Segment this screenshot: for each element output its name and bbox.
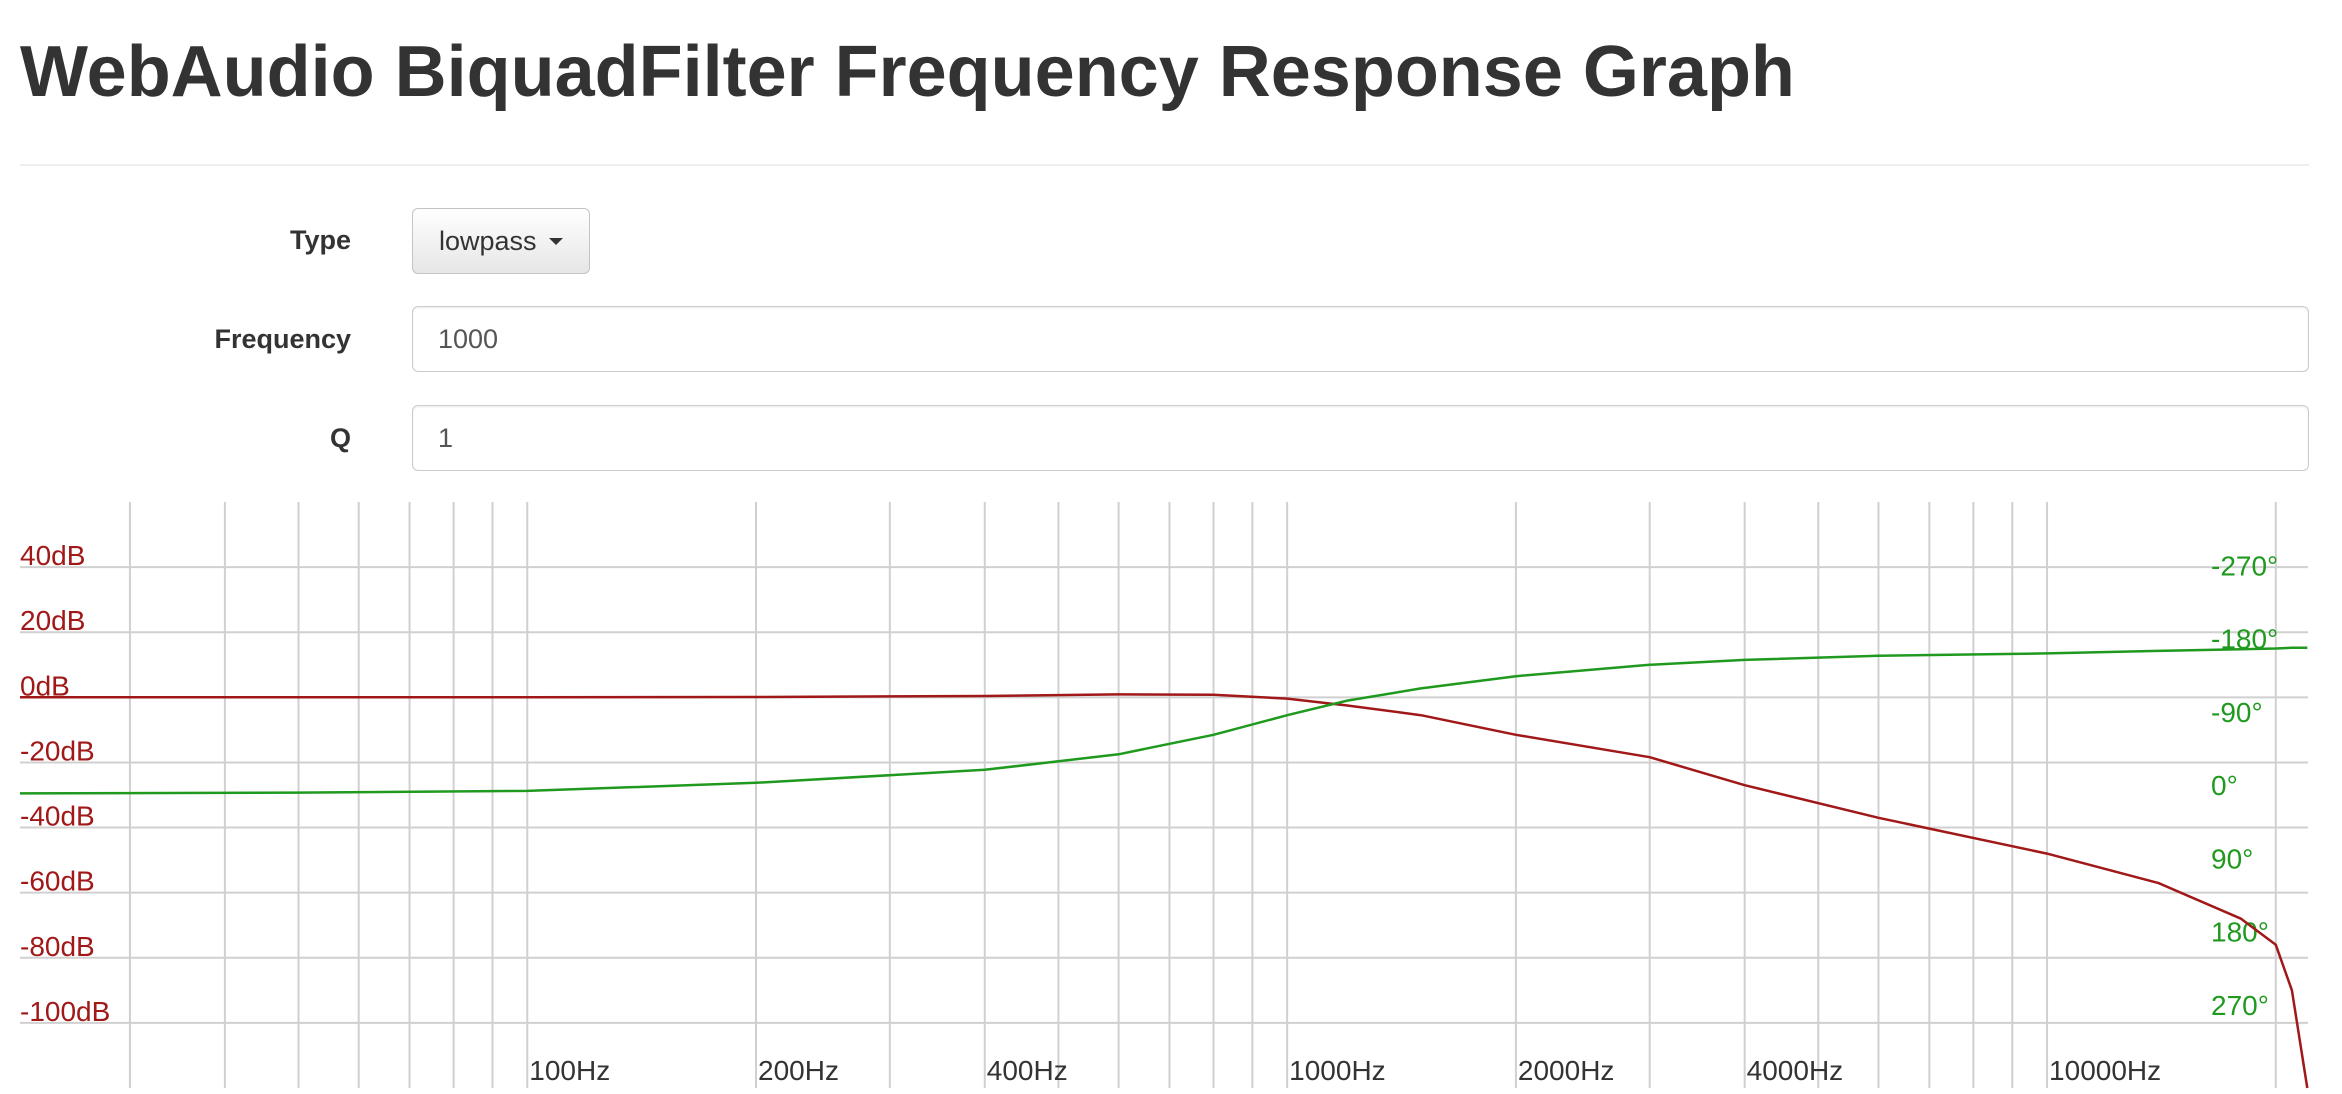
y-tick-label: -40dB bbox=[20, 801, 95, 832]
field-label: Type bbox=[289, 225, 351, 255]
x-tick-label: 2000Hz bbox=[1518, 1055, 1615, 1086]
field-label: Frequency bbox=[214, 324, 351, 354]
frequency-input[interactable]: 1000 bbox=[412, 306, 2309, 372]
y2-tick-label: -90° bbox=[2211, 697, 2263, 728]
series-line bbox=[19, 646, 2308, 795]
field-label: Q bbox=[329, 423, 351, 453]
caret bbox=[549, 238, 563, 245]
y-tick-label: 40dB bbox=[20, 540, 85, 571]
input-value: 1000 bbox=[438, 324, 499, 354]
q-input[interactable]: 1 bbox=[412, 405, 2309, 471]
y2-tick-label: 270° bbox=[2211, 990, 2269, 1021]
x-tick-label: 4000Hz bbox=[1747, 1055, 1844, 1086]
x-tick-label: 1000Hz bbox=[1289, 1055, 1386, 1086]
type-dropdown[interactable]: lowpass bbox=[412, 208, 590, 274]
x-tick-label: 400Hz bbox=[987, 1055, 1068, 1086]
y-tick-label: 20dB bbox=[20, 605, 85, 636]
y2-tick-label: 90° bbox=[2211, 843, 2253, 874]
y2-tick-label: 0° bbox=[2211, 770, 2238, 801]
input-value: 1 bbox=[438, 423, 454, 453]
y-tick-label: -60dB bbox=[20, 866, 95, 897]
page-title: WebAudio BiquadFilter Frequency Response… bbox=[20, 32, 1795, 112]
divider bbox=[20, 164, 2309, 166]
x-tick-label: 10000Hz bbox=[2049, 1055, 2161, 1086]
series-line bbox=[20, 693, 2309, 1089]
x-tick-label: 200Hz bbox=[758, 1055, 839, 1086]
y-tick-label: -20dB bbox=[20, 735, 95, 766]
y2-tick-label: -270° bbox=[2211, 550, 2278, 581]
x-tick-label: 100Hz bbox=[529, 1055, 610, 1086]
y-tick-label: -80dB bbox=[20, 931, 95, 962]
y-tick-label: -100dB bbox=[20, 996, 110, 1027]
dropdown-value: lowpass bbox=[439, 226, 537, 256]
